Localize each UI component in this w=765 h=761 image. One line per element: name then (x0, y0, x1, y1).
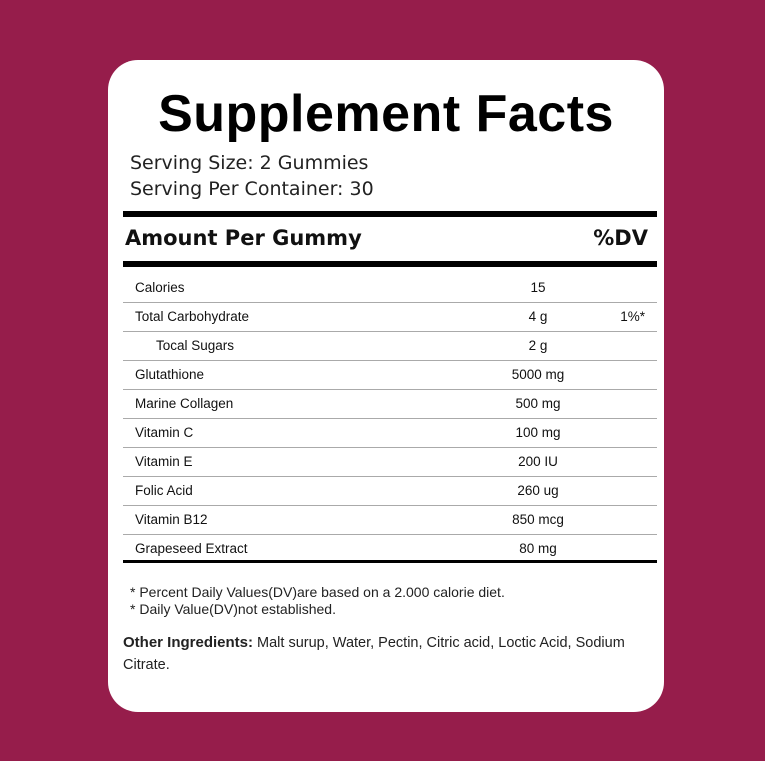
nutrient-amount: 4 g (528, 309, 548, 324)
divider (123, 560, 657, 563)
other-ingredients-text: Malt surup, Water, Pectin, Citric acid, … (123, 635, 625, 673)
table-row: Vitamin E 200 IU (123, 447, 657, 477)
table-row: Tocal Sugars 2 g (123, 331, 657, 361)
nutrient-name: Vitamin B12 (135, 512, 208, 527)
nutrient-amount: 500 mg (515, 396, 561, 411)
supplement-facts-card: Supplement Facts Serving Size: 2 Gummies… (108, 60, 664, 712)
nutrient-name: Glutathione (135, 367, 205, 382)
table-row: Glutathione 5000 mg (123, 360, 657, 390)
table-row: Calories 15 (123, 273, 657, 303)
nutrient-amount: 850 mcg (512, 512, 564, 527)
footnote: * Percent Daily Values(DV)are based on a… (130, 584, 505, 600)
nutrient-amount: 100 mg (515, 425, 561, 440)
nutrient-name: Vitamin E (135, 454, 193, 469)
table-row: Marine Collagen 500 mg (123, 389, 657, 419)
divider (123, 211, 657, 217)
page-title: Supplement Facts (158, 85, 614, 143)
footnote: * Daily Value(DV)not established. (130, 601, 336, 617)
nutrient-amount: 15 (530, 280, 546, 295)
amount-header: Amount Per Gummy (125, 226, 362, 250)
nutrient-name: Folic Acid (135, 483, 193, 498)
dv-header: %DV (593, 226, 648, 250)
nutrient-amount: 260 ug (517, 483, 559, 498)
table-row: Grapeseed Extract 80 mg (123, 534, 657, 563)
nutrient-amount: 80 mg (519, 541, 557, 556)
nutrient-name: Marine Collagen (135, 396, 234, 411)
serving-size: Serving Size: 2 Gummies (130, 152, 369, 174)
nutrient-name: Grapeseed Extract (135, 541, 248, 556)
other-ingredients: Other Ingredients: Malt surup, Water, Pe… (123, 632, 653, 676)
nutrient-amount: 5000 mg (511, 367, 565, 382)
nutrient-name: Tocal Sugars (156, 338, 235, 353)
nutrient-amount: 200 IU (518, 454, 558, 469)
nutrient-dv: 1%* (620, 309, 645, 324)
nutrient-amount: 2 g (528, 338, 548, 353)
nutrient-name: Calories (135, 280, 185, 295)
nutrient-name: Total Carbohydrate (135, 309, 250, 324)
table-row: Vitamin C 100 mg (123, 418, 657, 448)
table-row: Folic Acid 260 ug (123, 476, 657, 506)
nutrient-name: Vitamin C (135, 425, 194, 440)
other-ingredients-label: Other Ingredients: (123, 634, 254, 651)
divider (123, 261, 657, 267)
table-row: Vitamin B12 850 mcg (123, 505, 657, 535)
table-row: Total Carbohydrate 4 g 1%* (123, 302, 657, 332)
servings-per-container: Serving Per Container: 30 (130, 178, 374, 200)
